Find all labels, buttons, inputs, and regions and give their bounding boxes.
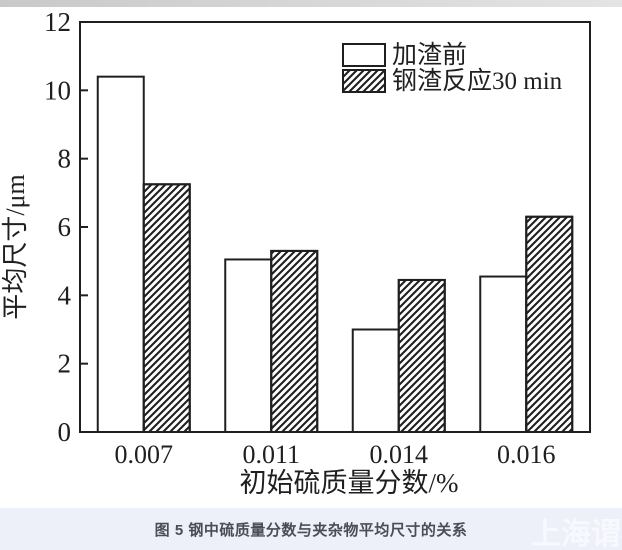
bar-before-0.011 bbox=[224, 258, 273, 433]
bars-layer bbox=[96, 75, 574, 434]
bar-hatch-0.011 bbox=[270, 249, 319, 433]
bar-hatch-0.016 bbox=[525, 215, 574, 433]
legend-swatch-hatch-1 bbox=[342, 69, 386, 93]
legend-label-1: 钢渣反应30 min bbox=[392, 67, 563, 95]
x-axis-tick-label: 0.016 bbox=[497, 440, 556, 469]
figure-caption: 图 5 钢中硫质量分数与夹杂物平均尺寸的关系 bbox=[154, 521, 468, 539]
y-axis-tick-label: 12 bbox=[44, 7, 71, 37]
caption-bar: 图 5 钢中硫质量分数与夹杂物平均尺寸的关系 bbox=[0, 508, 622, 550]
y-axis-tick-label: 8 bbox=[58, 144, 72, 174]
legend-swatch-0 bbox=[342, 43, 386, 67]
y-axis-tick-label: 4 bbox=[58, 280, 72, 310]
x-axis-tick-label: 0.007 bbox=[115, 440, 174, 469]
bar-hatch-0.007 bbox=[142, 183, 191, 433]
y-axis-tick-label: 6 bbox=[58, 212, 72, 242]
x-axis-tick-label: 0.011 bbox=[242, 440, 300, 469]
y-axis-tick-label: 10 bbox=[44, 75, 71, 105]
bar-before-0.007 bbox=[96, 75, 145, 434]
x-axis-title: 初始硫质量分数/% bbox=[240, 468, 459, 498]
y-axis-title: 平均尺寸/μm bbox=[1, 174, 30, 319]
x-axis-tick-label: 0.014 bbox=[370, 440, 429, 469]
y-axis-tick-label: 2 bbox=[58, 349, 72, 379]
bar-hatch-0.014 bbox=[397, 278, 446, 434]
top-border-strip bbox=[0, 0, 622, 7]
y-axis-tick-label: 0 bbox=[58, 417, 72, 447]
bar-chart-canvas: 0 2 4 6 8 10 12 0.007 0.011 0.014 0.016 初始硫质量分数/% 平均… bbox=[1, 7, 591, 498]
axes-layer: 0 2 4 6 8 10 12 0.007 0.011 0.014 0.016 初始硫质量分数/% 平均… bbox=[1, 7, 556, 498]
legend-label-0: 加渣前 bbox=[392, 41, 467, 69]
bar-chart-figure: 0 2 4 6 8 10 12 0.007 0.011 0.014 0.016 初始硫质量分数/% 平均… bbox=[0, 7, 622, 508]
bar-before-0.014 bbox=[351, 328, 400, 433]
bar-before-0.016 bbox=[479, 275, 528, 433]
